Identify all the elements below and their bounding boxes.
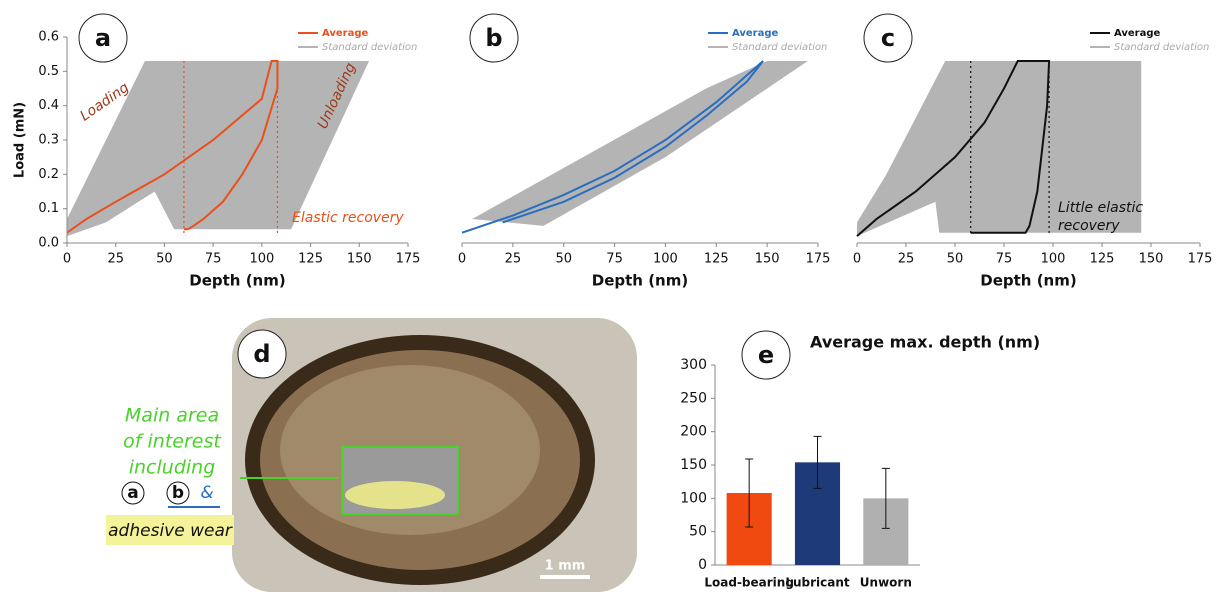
x-tick-label: 100 <box>249 252 274 267</box>
y-tick-label: 200 <box>680 424 707 440</box>
x-tick-label: 150 <box>755 252 780 267</box>
y-tick-label: 0.5 <box>38 64 59 79</box>
legend-label: Average <box>1114 28 1161 39</box>
callout: of interest <box>123 431 222 453</box>
figure: 0 25 50 75 100 125 150 175 0.0 0.1 0.2 0.3 0.4 0.5 0.6… <box>0 0 1219 592</box>
wear-label: adhesive wear <box>108 521 233 541</box>
y-tick-label: 250 <box>680 390 707 406</box>
x-tick-label: 100 <box>1041 252 1066 267</box>
panel-label: d <box>253 340 270 368</box>
x-tick-label: 125 <box>298 252 323 267</box>
callout: Main area <box>125 405 219 427</box>
y-tick-label: 0.6 <box>38 30 59 45</box>
y-tick-label: 0.0 <box>38 236 59 251</box>
x-tick-label: 175 <box>1188 252 1213 267</box>
panel-label: e <box>758 341 774 369</box>
x-tick-label: Lubricant <box>785 576 850 590</box>
y-tick-label: 0.3 <box>38 133 59 148</box>
reference: b <box>172 483 184 503</box>
x-tick-label: 25 <box>898 252 915 267</box>
x-axis-label: Depth (nm) <box>592 272 688 290</box>
y-tick-label: 0.2 <box>38 167 59 182</box>
x-tick-label: 175 <box>806 252 831 267</box>
x-tick-label: 25 <box>505 252 522 267</box>
y-tick-label: 0 <box>698 557 707 573</box>
x-axis-label: Depth (nm) <box>980 272 1076 290</box>
reference: a <box>127 483 138 503</box>
y-tick-label: 50 <box>689 524 707 540</box>
scale-bar-label: 1 mm <box>545 559 586 574</box>
x-axis-label: Depth (nm) <box>189 272 285 290</box>
x-tick-label: 0 <box>458 252 466 267</box>
x-tick-label: 50 <box>156 252 173 267</box>
x-tick-label: 125 <box>1090 252 1115 267</box>
x-tick-label: 75 <box>606 252 623 267</box>
annotation: recovery <box>1058 218 1120 234</box>
x-tick-label: 25 <box>107 252 124 267</box>
y-tick-label: 100 <box>680 490 707 506</box>
x-tick-label: 0 <box>853 252 861 267</box>
x-tick-label: 150 <box>1139 252 1164 267</box>
y-tick-label: 150 <box>680 457 707 473</box>
x-tick-label: Load-bearing <box>704 576 794 590</box>
legend-label: Standard deviation <box>322 42 417 53</box>
callout: including <box>129 457 216 479</box>
y-tick-label: 0.4 <box>38 98 59 113</box>
x-tick-label: 100 <box>653 252 678 267</box>
y-tick-label: 0.1 <box>38 201 59 216</box>
x-tick-label: 50 <box>555 252 572 267</box>
legend-label: Average <box>732 28 779 39</box>
chart-title: Average max. depth (nm) <box>810 333 1040 352</box>
legend-label: Standard deviation <box>1114 42 1209 53</box>
legend-label: Standard deviation <box>732 42 827 53</box>
panel-label: a <box>95 24 111 52</box>
panel-label: b <box>485 24 502 52</box>
x-tick-label: 175 <box>396 252 421 267</box>
x-tick-label: 50 <box>947 252 964 267</box>
x-tick-label: 125 <box>704 252 729 267</box>
annotation: Little elastic <box>1058 200 1143 216</box>
x-tick-label: Unworn <box>860 576 912 590</box>
x-tick-label: 75 <box>996 252 1013 267</box>
panel-label: c <box>881 24 895 52</box>
reference: & <box>200 483 213 503</box>
x-tick-label: 0 <box>63 252 71 267</box>
x-tick-label: 150 <box>347 252 372 267</box>
y-tick-label: 300 <box>680 357 707 373</box>
annotation: Elastic recovery <box>292 210 404 226</box>
y-axis-label: Load (mN) <box>13 102 28 178</box>
legend-label: Average <box>322 28 369 39</box>
std-band <box>472 61 808 226</box>
x-tick-label: 75 <box>205 252 222 267</box>
photo <box>106 318 637 592</box>
